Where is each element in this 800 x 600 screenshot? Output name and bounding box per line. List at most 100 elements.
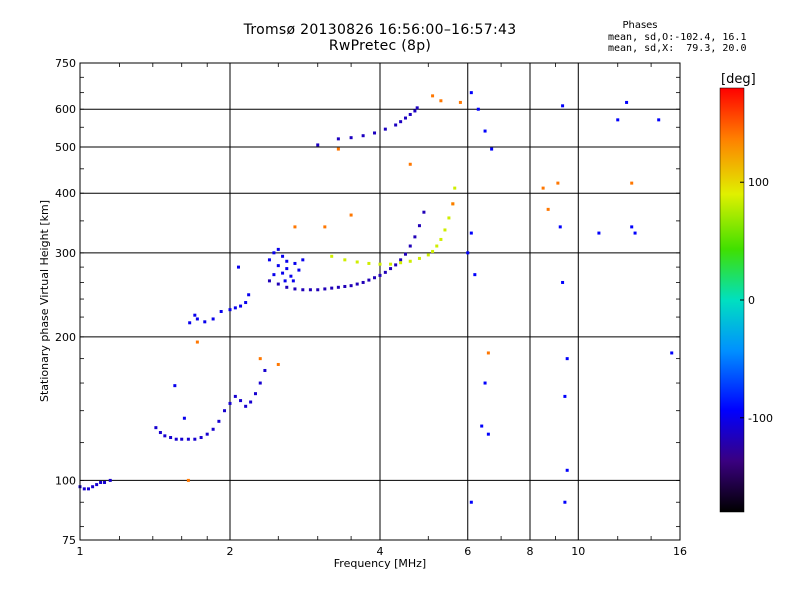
data-point [361, 134, 365, 138]
data-point [389, 262, 393, 266]
data-point [195, 317, 199, 321]
data-point [541, 186, 545, 190]
data-point [174, 437, 178, 441]
data-point [417, 224, 421, 228]
data-point [630, 225, 634, 229]
data-point [378, 262, 382, 266]
data-point [426, 253, 430, 257]
data-point [373, 131, 377, 135]
data-point [336, 137, 340, 141]
data-point [219, 309, 223, 313]
data-point [188, 321, 192, 325]
data-point [399, 261, 403, 265]
data-point [469, 91, 473, 95]
data-point [289, 274, 293, 278]
y-tick-label: 100 [55, 474, 76, 487]
data-point [228, 401, 232, 405]
data-point [239, 399, 243, 403]
data-point [355, 282, 359, 286]
data-point [316, 288, 320, 292]
data-point [285, 267, 289, 271]
data-point [336, 285, 340, 289]
data-point [630, 181, 634, 185]
data-point [276, 362, 280, 366]
x-tick-label: 16 [673, 545, 687, 558]
data-point [158, 431, 162, 435]
data-point [336, 147, 340, 151]
data-point [561, 104, 565, 108]
data-point [253, 392, 257, 396]
data-point [316, 143, 320, 147]
data-point [447, 216, 451, 220]
plot-frame [79, 62, 681, 541]
x-tick-label: 10 [571, 545, 585, 558]
data-point [293, 261, 297, 265]
data-point [408, 162, 412, 166]
data-point [297, 268, 301, 272]
data-point [154, 426, 158, 430]
data-point [301, 288, 305, 292]
data-point [383, 270, 387, 274]
data-point [276, 282, 280, 286]
data-point [223, 409, 227, 413]
data-point [657, 118, 661, 122]
data-point [367, 278, 371, 282]
data-point [285, 285, 289, 289]
data-point [228, 308, 232, 312]
data-point [330, 254, 334, 258]
data-point [203, 320, 207, 324]
data-point [267, 279, 271, 283]
x-tick-label: 8 [527, 545, 534, 558]
data-point [565, 357, 569, 361]
y-tick-label: 75 [62, 534, 76, 547]
data-point [394, 263, 398, 267]
data-point [283, 279, 287, 283]
data-point [439, 237, 443, 241]
data-point [301, 258, 305, 262]
data-point [293, 287, 297, 291]
data-point [193, 437, 197, 441]
data-point [195, 340, 199, 344]
data-point [182, 416, 186, 420]
data-point [469, 500, 473, 504]
y-tick-label: 300 [55, 247, 76, 260]
data-point [431, 249, 435, 253]
data-point [233, 394, 237, 398]
data-point [205, 432, 209, 436]
colorbar-tick-label: -100 [748, 412, 773, 425]
data-point [103, 480, 107, 484]
data-point [378, 273, 382, 277]
data-point [199, 436, 203, 440]
data-point [193, 313, 197, 317]
y-tick-label: 400 [55, 187, 76, 200]
data-point [417, 256, 421, 260]
data-point [451, 202, 455, 206]
y-tick-label: 500 [55, 141, 76, 154]
data-point [276, 247, 280, 251]
data-point [258, 381, 262, 385]
data-point [82, 487, 86, 491]
data-point [431, 94, 435, 98]
data-point [399, 258, 403, 262]
data-point [563, 394, 567, 398]
data-point [99, 480, 103, 484]
data-point [616, 118, 620, 122]
x-tick-label: 4 [377, 545, 384, 558]
data-point [408, 259, 412, 263]
data-point [556, 181, 560, 185]
data-point [408, 244, 412, 248]
data-point [343, 284, 347, 288]
data-point [422, 210, 426, 214]
data-point [453, 186, 457, 190]
y-tick-label: 750 [55, 57, 76, 70]
chart-title: Tromsø 20130826 16:56:00–16:57:43 [243, 22, 517, 38]
data-point [247, 293, 251, 297]
data-point [272, 273, 276, 277]
data-point [439, 99, 443, 103]
data-point [186, 437, 190, 441]
data-point [239, 304, 243, 308]
data-point [403, 116, 407, 120]
phases-legend-title: Phases [622, 20, 658, 31]
data-point [558, 225, 562, 229]
phases-legend-line-o: mean, sd,O:-102.4, 16.1 [608, 32, 747, 43]
